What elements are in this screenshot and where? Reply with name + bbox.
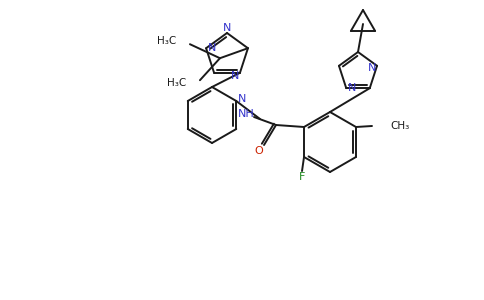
Text: H₃C: H₃C — [166, 78, 186, 88]
Text: O: O — [255, 146, 263, 156]
Text: H₃C: H₃C — [157, 36, 176, 46]
Text: NH: NH — [238, 109, 255, 119]
Text: N: N — [348, 83, 356, 93]
Text: N: N — [368, 63, 376, 73]
Text: CH₃: CH₃ — [390, 121, 409, 131]
Text: N: N — [208, 43, 216, 53]
Text: N: N — [223, 23, 231, 33]
Text: F: F — [299, 172, 305, 182]
Text: N: N — [238, 94, 246, 104]
Text: N: N — [231, 71, 239, 81]
